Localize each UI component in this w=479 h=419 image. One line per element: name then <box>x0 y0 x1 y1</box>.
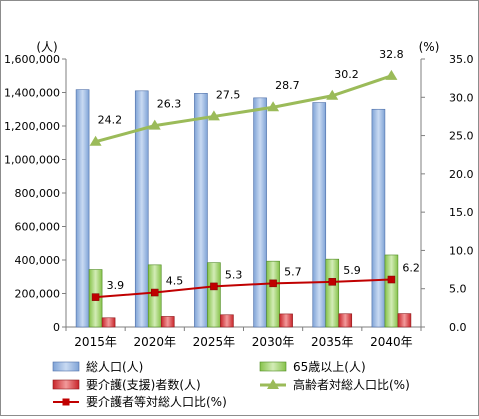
bar-total <box>194 93 208 328</box>
marker-elderly-ratio <box>207 110 220 121</box>
right-axis-unit: (%) <box>419 40 440 54</box>
data-label-elderly-ratio: 26.3 <box>157 98 182 111</box>
legend-swatch-care <box>52 379 80 390</box>
data-label-care-ratio: 5.3 <box>225 268 243 281</box>
marker-care-ratio <box>91 293 100 301</box>
x-tick-label: 2030年 <box>252 335 295 349</box>
data-label-elderly-ratio: 27.5 <box>216 88 241 101</box>
data-label-care-ratio: 6.2 <box>402 262 420 275</box>
right-tick-label: 30.0 <box>449 91 474 104</box>
legend-swatch-total <box>52 361 80 372</box>
x-tick-label: 2025年 <box>193 335 236 349</box>
bar-total <box>75 89 90 328</box>
left-tick-label: 1,000,000 <box>4 154 60 167</box>
right-tick-label: 20.0 <box>449 168 474 181</box>
legend-label-total: 総人口(人) <box>86 360 143 374</box>
right-tick-label: 35.0 <box>449 53 474 66</box>
left-tick-label: 600,000 <box>15 221 61 234</box>
marker-care-ratio <box>151 288 159 297</box>
right-tick-label: 0.0 <box>449 321 467 334</box>
bar-care <box>338 313 353 328</box>
bar-age65 <box>384 254 399 328</box>
left-tick-label: 200,000 <box>15 288 61 301</box>
legend-label-elderly-ratio: 高齢者対総人口比(%) <box>293 377 410 392</box>
right-tick-label: 10.0 <box>449 244 474 257</box>
legend-label-age65: 65歳以上(人) <box>293 360 366 374</box>
bar-total <box>253 97 267 328</box>
marker-care-ratio <box>387 275 396 284</box>
right-tick-label: 5.0 <box>449 283 467 296</box>
right-tick-label: 25.0 <box>449 130 474 143</box>
left-tick-label: 1,200,000 <box>4 120 60 133</box>
x-tick-label: 2020年 <box>133 335 176 349</box>
x-tick-label: 2040年 <box>370 335 413 349</box>
left-axis-unit: (人) <box>36 40 57 54</box>
legend-label-care-ratio: 要介護者等対総人口比(%) <box>86 394 227 409</box>
left-tick-label: 800,000 <box>15 187 61 200</box>
bar-care <box>220 314 234 328</box>
legend-label-care: 要介護(支援)者数(人) <box>86 377 201 392</box>
marker-elderly-ratio <box>148 119 161 130</box>
marker-elderly-ratio <box>89 135 102 146</box>
marker-care-ratio <box>269 279 277 288</box>
left-tick-label: 400,000 <box>15 254 61 267</box>
data-label-elderly-ratio: 28.7 <box>275 79 300 92</box>
bar-total <box>312 102 327 328</box>
bar-age65 <box>207 262 221 328</box>
line-elderly-ratio <box>95 74 392 144</box>
marker-elderly-ratio <box>326 89 339 100</box>
left-tick-label: 0 <box>53 321 60 334</box>
marker-elderly-ratio <box>267 101 280 112</box>
bar-care <box>279 313 293 328</box>
bar-age65 <box>325 258 340 328</box>
data-label-elderly-ratio: 30.2 <box>334 68 359 81</box>
marker-elderly-ratio <box>385 69 398 80</box>
legend-marker-care-ratio <box>62 398 70 406</box>
bar-care <box>397 313 412 328</box>
x-tick-label: 2015年 <box>74 335 117 349</box>
legend-marker-elderly-ratio <box>267 379 279 389</box>
bar-total <box>134 90 149 328</box>
bar-age65 <box>266 260 280 328</box>
line-care-ratio <box>95 278 392 299</box>
data-label-care-ratio: 3.9 <box>107 279 125 292</box>
left-tick-label: 1,400,000 <box>4 87 60 100</box>
data-label-care-ratio: 5.7 <box>284 265 302 278</box>
marker-care-ratio <box>210 282 218 291</box>
data-label-care-ratio: 5.9 <box>343 264 361 277</box>
left-tick-label: 1,600,000 <box>4 53 60 66</box>
legend-swatch-age65 <box>259 361 287 372</box>
data-label-elderly-ratio: 32.8 <box>379 48 404 61</box>
marker-care-ratio <box>328 278 336 286</box>
data-label-care-ratio: 4.5 <box>166 275 184 288</box>
right-tick-label: 15.0 <box>449 206 474 219</box>
data-label-elderly-ratio: 24.2 <box>98 114 123 127</box>
bar-care <box>160 316 175 328</box>
bar-total <box>371 108 386 328</box>
x-tick-label: 2035年 <box>311 335 354 349</box>
bar-care <box>101 317 116 328</box>
